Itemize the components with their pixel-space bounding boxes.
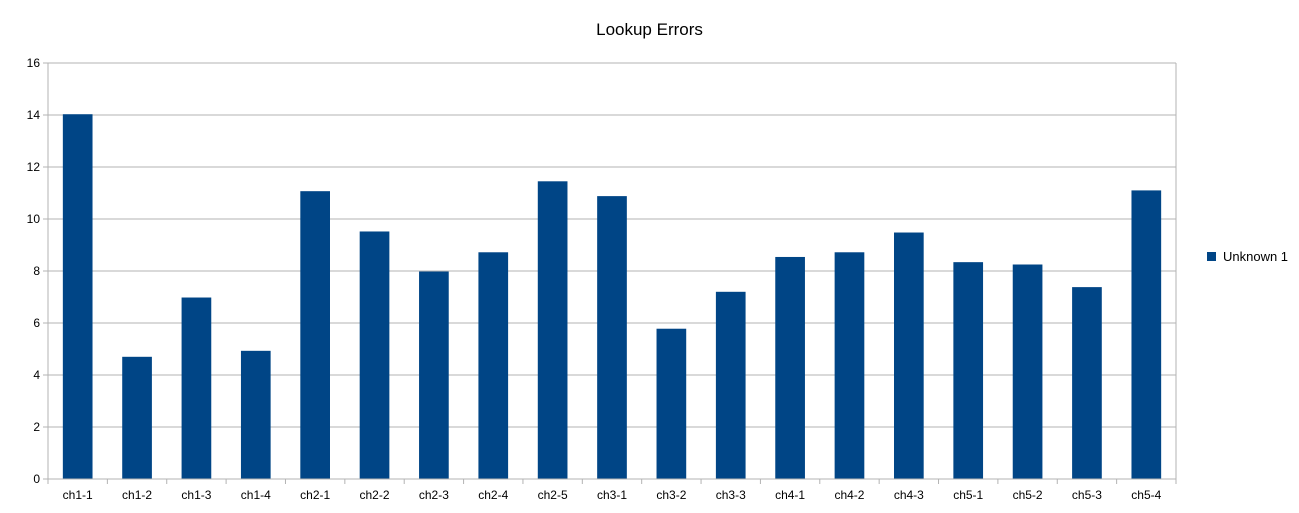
x-tick-label-ch3-1: ch3-1 [597, 488, 627, 502]
chart-title: Lookup Errors [596, 20, 703, 39]
bar-ch1-3 [181, 297, 212, 479]
legend-label-unknown-1: Unknown 1 [1223, 249, 1289, 264]
y-tick-label: 12 [27, 160, 41, 174]
bar-ch3-3 [715, 291, 746, 479]
x-tick-label-ch1-4: ch1-4 [241, 488, 271, 502]
x-tick-label-ch3-3: ch3-3 [716, 488, 746, 502]
bar-ch5-3 [1072, 287, 1102, 479]
bar-ch1-4 [240, 350, 271, 479]
y-tick-label: 8 [33, 264, 40, 278]
bar-ch1-1 [62, 114, 93, 479]
x-tick-label-ch1-2: ch1-2 [122, 488, 152, 502]
x-tick-label-ch1-3: ch1-3 [181, 488, 211, 502]
y-tick-labels: 0 2 4 6 8 10 12 14 16 [27, 56, 41, 486]
x-tick-label-ch3-2: ch3-2 [656, 488, 686, 502]
bar-ch2-5 [537, 181, 568, 480]
x-tick-label-ch5-4: ch5-4 [1131, 488, 1161, 502]
x-tick-label-ch2-4: ch2-4 [478, 488, 508, 502]
y-tick-label: 6 [33, 316, 40, 330]
x-tick-labels: ch1-1 ch1-2 ch1-3 ch1-4 ch2-1 ch2-2 ch2-3 ch2-4… [63, 488, 1162, 502]
bars [62, 114, 1162, 480]
bar-ch5-2 [1012, 264, 1043, 479]
x-tick-label-ch1-1: ch1-1 [63, 488, 93, 502]
bar-ch2-1 [300, 191, 330, 479]
x-tick-label-ch2-1: ch2-1 [300, 488, 330, 502]
y-tick-label: 10 [27, 212, 41, 226]
bar-ch3-1 [597, 196, 627, 479]
bar-ch2-3 [419, 271, 449, 479]
x-tick-label-ch5-2: ch5-2 [1013, 488, 1043, 502]
bar-ch5-4 [1131, 190, 1162, 479]
x-tick-label-ch5-1: ch5-1 [953, 488, 983, 502]
x-tick-label-ch2-5: ch2-5 [538, 488, 568, 502]
bar-ch2-2 [359, 231, 390, 479]
y-tick-label: 2 [33, 420, 40, 434]
bar-ch4-1 [775, 256, 805, 479]
y-tick-label: 16 [27, 56, 41, 70]
bar-ch2-4 [478, 252, 509, 479]
x-tick-label-ch2-3: ch2-3 [419, 488, 449, 502]
x-tick-label-ch4-3: ch4-3 [894, 488, 924, 502]
bar-ch1-2 [122, 356, 152, 479]
x-tick-label-ch4-2: ch4-2 [834, 488, 864, 502]
bar-ch4-3 [894, 232, 924, 479]
y-tick-label: 4 [33, 368, 40, 382]
x-tick-label-ch5-3: ch5-3 [1072, 488, 1102, 502]
legend-swatch-unknown-1 [1207, 252, 1216, 261]
x-tick-label-ch4-1: ch4-1 [775, 488, 805, 502]
y-tick-label: 14 [27, 108, 41, 122]
axes [43, 62, 1177, 484]
y-tick-label: 0 [33, 472, 40, 486]
bar-ch4-2 [834, 252, 865, 479]
bar-ch5-1 [953, 262, 984, 479]
legend: Unknown 1 [1207, 249, 1288, 264]
bar-ch3-2 [656, 328, 687, 479]
x-tick-label-ch2-2: ch2-2 [360, 488, 390, 502]
